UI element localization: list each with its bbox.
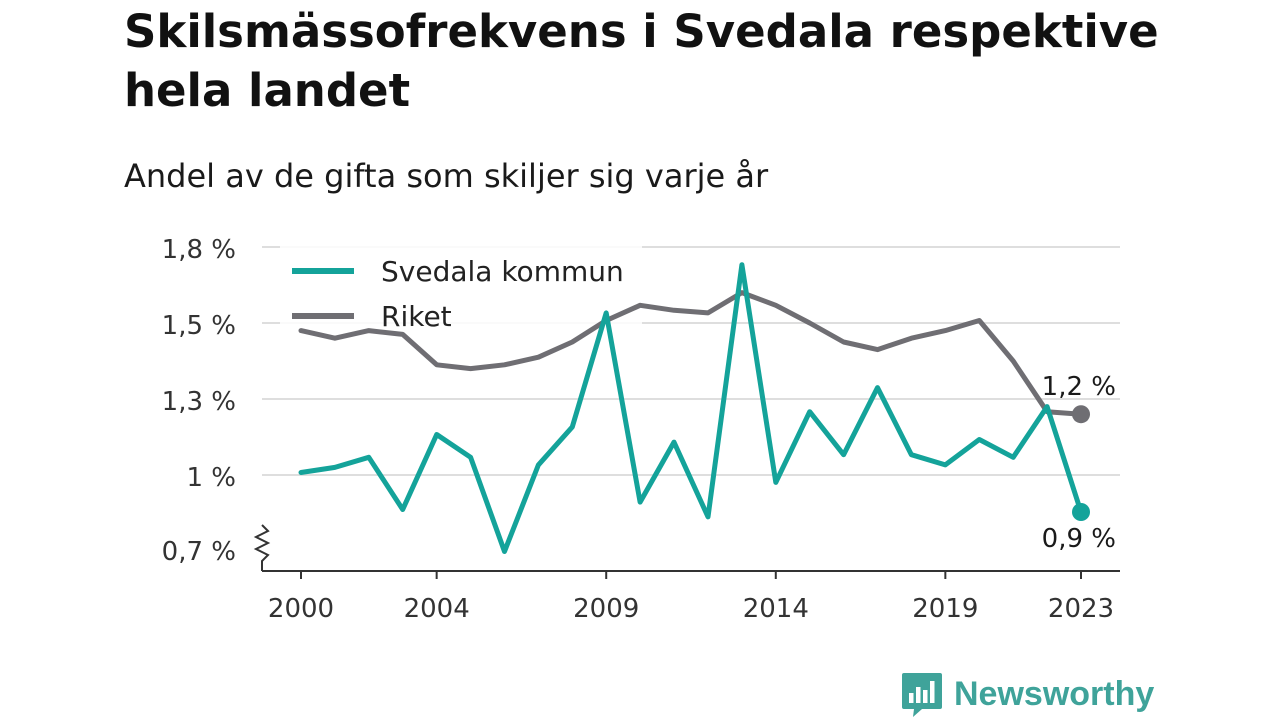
x-axis: 2000 2004 2009 2014 2019 2023 xyxy=(253,524,1120,624)
newsworthy-logo: Newsworthy xyxy=(900,666,1154,722)
series-end-point-svedala xyxy=(1072,503,1090,521)
end-labels: 1,2 % 0,9 % xyxy=(1042,372,1116,554)
x-tick-label: 2023 xyxy=(1048,594,1114,624)
legend-label: Riket xyxy=(381,300,452,333)
series-line-svedala xyxy=(298,262,1084,554)
y-axis-tick-labels: 0,7 % 1 % 1,3 % 1,5 % 1,8 % xyxy=(162,235,236,567)
y-tick-label: 1 % xyxy=(186,463,236,493)
brand-name: Newsworthy xyxy=(954,674,1155,713)
svedala-end-label: 0,9 % xyxy=(1042,524,1116,554)
riket-end-label: 1,2 % xyxy=(1042,372,1116,402)
legend-label: Svedala kommun xyxy=(381,255,624,288)
chart-title: Skilsmässofrekvens i Svedala respektive … xyxy=(124,5,1159,117)
series-end-point-riket xyxy=(1072,405,1090,424)
y-tick-label: 1,8 % xyxy=(162,235,236,265)
y-tick-label: 1,5 % xyxy=(162,311,236,341)
x-tick-label: 2000 xyxy=(268,594,334,624)
x-tick-label: 2004 xyxy=(404,594,470,624)
y-tick-label: 1,3 % xyxy=(162,387,236,417)
y-tick-label: 0,7 % xyxy=(162,537,236,567)
x-tick-label: 2019 xyxy=(912,594,978,624)
legend-background xyxy=(280,244,642,344)
x-tick-label: 2014 xyxy=(743,594,809,624)
x-tick-label: 2009 xyxy=(573,594,639,624)
line-chart: 2000 2004 2009 2014 2019 2023 0,7 % 1 % 1,3 % 1,… xyxy=(162,235,1120,624)
newsworthy-logo-icon xyxy=(902,673,942,717)
y-axis-break xyxy=(253,524,271,571)
legend: Svedala kommun Riket xyxy=(280,244,642,344)
series-lines xyxy=(298,262,1090,554)
chart-subtitle: Andel av de gifta som skiljer sig varje … xyxy=(124,157,769,195)
series-line-riket xyxy=(298,290,1084,417)
